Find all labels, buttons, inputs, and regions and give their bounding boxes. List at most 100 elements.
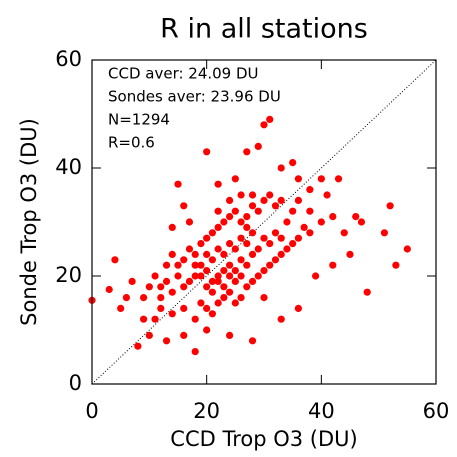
x-tick-label: 20 — [193, 399, 220, 423]
point — [180, 202, 188, 210]
point — [300, 223, 308, 231]
point — [243, 223, 251, 231]
point — [289, 159, 297, 167]
point — [157, 283, 165, 291]
point — [392, 261, 400, 269]
point — [248, 191, 257, 199]
point — [168, 288, 176, 296]
point — [294, 234, 302, 242]
x-tick-label: 40 — [308, 399, 335, 423]
point — [214, 272, 222, 280]
point — [294, 196, 302, 204]
point — [134, 342, 142, 350]
point — [151, 272, 159, 280]
y-tick-label: 20 — [55, 263, 82, 287]
x-tick-label: 0 — [85, 399, 98, 423]
point — [266, 115, 274, 123]
point — [117, 304, 125, 312]
point — [237, 294, 245, 302]
point — [231, 277, 239, 285]
point — [254, 142, 262, 150]
point — [203, 267, 211, 275]
point — [323, 191, 331, 199]
point — [197, 261, 205, 269]
plot-frame — [91, 59, 437, 385]
point — [271, 229, 280, 237]
point — [145, 331, 153, 339]
point — [208, 277, 216, 285]
point — [191, 315, 199, 323]
point — [386, 202, 394, 210]
point — [185, 277, 194, 285]
point — [237, 191, 245, 199]
point — [237, 256, 245, 264]
point — [214, 180, 222, 188]
y-tick-label: 0 — [69, 371, 82, 395]
point — [180, 283, 188, 291]
point — [243, 240, 251, 248]
point — [243, 213, 251, 221]
point — [277, 315, 285, 323]
point — [191, 348, 199, 356]
point — [357, 218, 366, 226]
point — [168, 250, 176, 258]
point — [140, 315, 148, 323]
point — [157, 294, 165, 302]
point — [208, 288, 216, 296]
point — [140, 294, 148, 302]
point — [220, 218, 228, 226]
point — [220, 294, 228, 302]
point — [208, 229, 216, 237]
point — [180, 331, 188, 339]
point — [203, 326, 211, 334]
point — [260, 196, 268, 204]
point — [312, 272, 320, 280]
point — [283, 245, 291, 253]
point — [162, 277, 171, 285]
x-tick-label: 60 — [423, 399, 450, 423]
point — [289, 240, 297, 248]
point — [197, 299, 205, 307]
y-tick-label: 40 — [55, 155, 82, 179]
point — [266, 191, 274, 199]
point — [208, 256, 216, 264]
y-axis-label: Sonde Trop O3 (DU) — [17, 118, 41, 326]
point — [352, 213, 360, 221]
point — [214, 207, 222, 215]
point — [254, 272, 262, 280]
point — [243, 148, 251, 156]
point — [226, 288, 234, 296]
point — [185, 218, 194, 226]
point — [203, 148, 211, 156]
point — [260, 234, 268, 242]
point — [329, 261, 337, 269]
point — [214, 223, 222, 231]
point — [174, 261, 182, 269]
point — [237, 218, 245, 226]
x-axis-label: CCD Trop O3 (DU) — [170, 427, 357, 451]
point — [174, 180, 182, 188]
point — [208, 310, 216, 318]
point — [260, 121, 268, 129]
point — [271, 202, 280, 210]
point — [168, 223, 176, 231]
point — [266, 261, 274, 269]
point — [283, 218, 291, 226]
chart-title: R in all stations — [160, 14, 368, 45]
point — [334, 175, 343, 183]
point — [168, 310, 176, 318]
y-tick-label: 60 — [55, 47, 82, 71]
point — [271, 256, 280, 264]
point — [266, 240, 274, 248]
point — [145, 283, 153, 291]
point — [111, 256, 119, 264]
point — [340, 229, 348, 237]
point — [162, 337, 171, 345]
point — [122, 294, 130, 302]
point — [329, 213, 337, 221]
point — [248, 229, 257, 237]
point — [214, 277, 222, 285]
point — [289, 207, 297, 215]
point — [220, 283, 228, 291]
